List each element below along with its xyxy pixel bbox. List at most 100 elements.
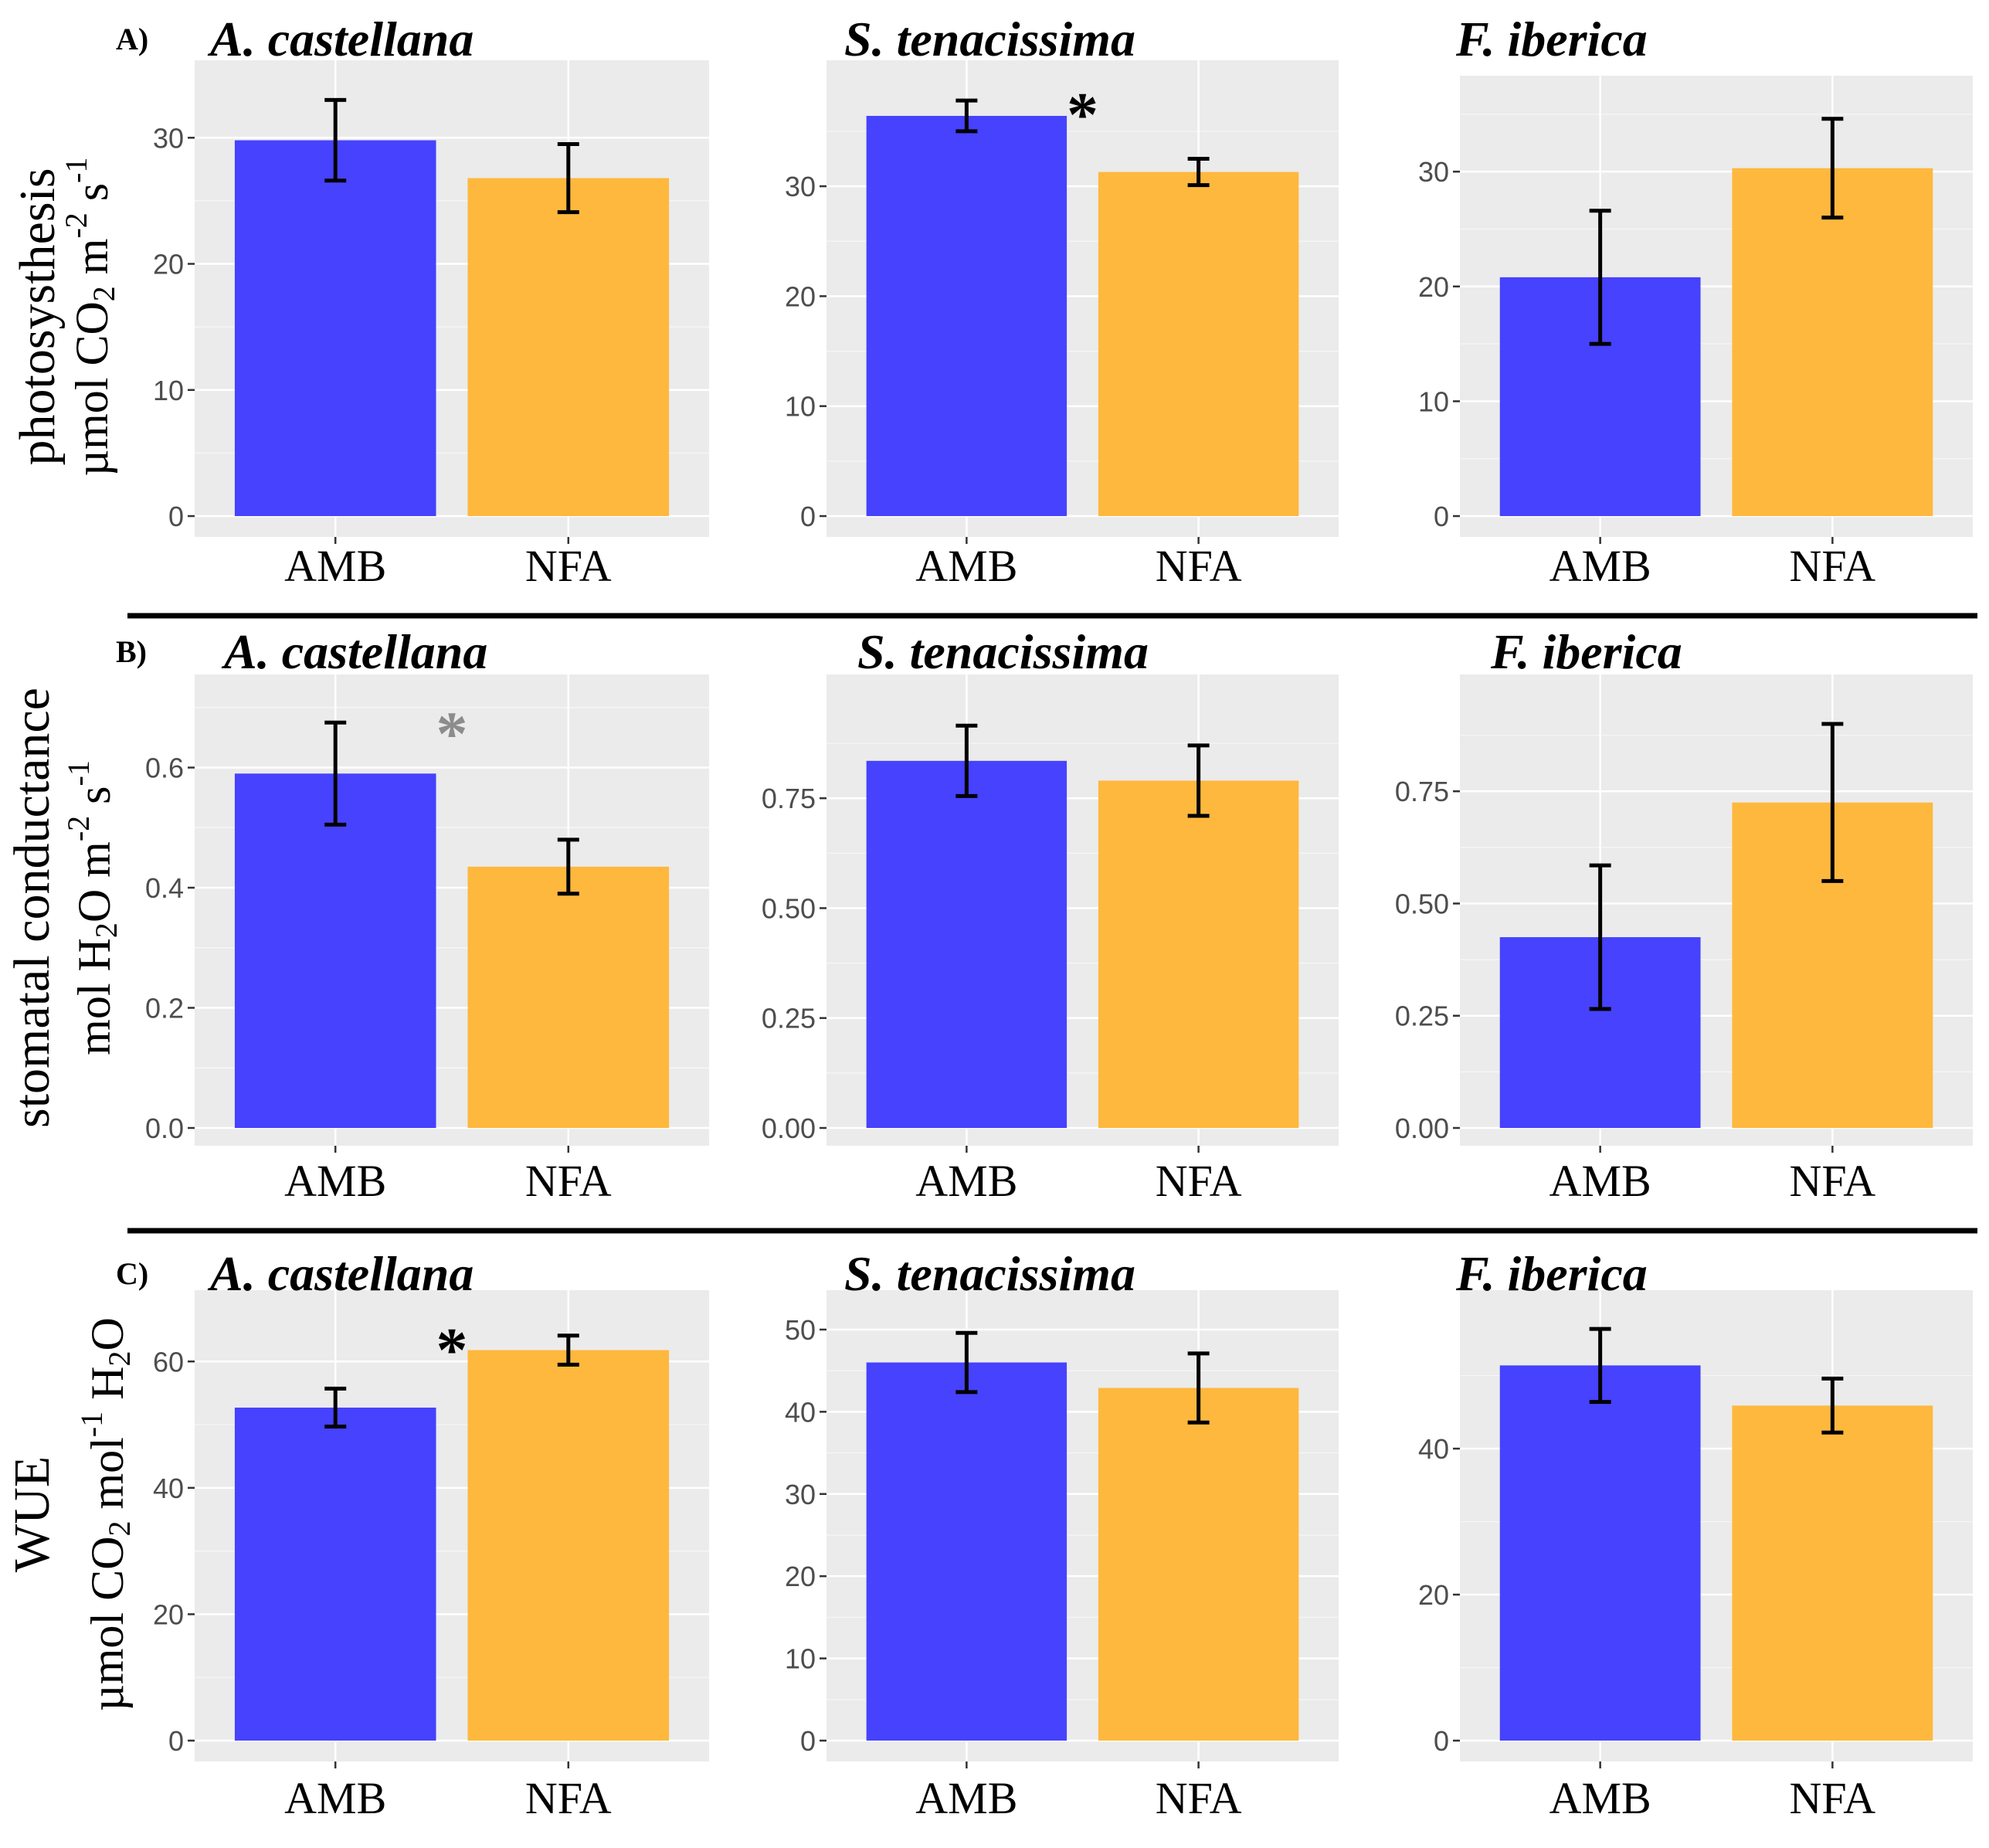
y-tick-label: 0.50	[762, 892, 816, 924]
y-tick-label: 0	[168, 1725, 184, 1757]
y-tick-label: 0.6	[145, 752, 184, 784]
panels: 0 10 20 30 AMB NFA A. castellana 0 10 20 30 AMB NFA *…	[145, 12, 1973, 1823]
y-tick-label: 60	[153, 1346, 184, 1378]
x-category-label: NFA	[1156, 1156, 1242, 1206]
y-tick-label: 30	[153, 122, 184, 154]
y-tick-label: 0.50	[1395, 888, 1449, 919]
bar-nfa	[1098, 172, 1299, 517]
y-axis-label-line2: mol H2O m-2 s-1	[61, 760, 124, 1055]
chart-panel: 0.0 0.2 0.4 0.6 AMB NFA * A. castellana	[145, 624, 709, 1206]
significance-asterisk: *	[1067, 80, 1098, 150]
bar-amb	[234, 1407, 436, 1741]
bar-amb	[234, 140, 436, 516]
x-category-label: NFA	[525, 1156, 612, 1206]
y-axis-label-part: -1	[74, 1411, 109, 1437]
y-axis-label-part: -2	[61, 816, 96, 841]
x-category-label: AMB	[1549, 541, 1651, 591]
y-axis-label-part: O m	[69, 841, 120, 922]
chart-panel: 0 20 40 60 AMB NFA * A. castellana	[153, 1246, 709, 1823]
x-category-label: AMB	[1549, 1773, 1651, 1823]
y-axis-label-part: 2	[87, 286, 121, 301]
y-tick-label: 0	[1434, 1725, 1449, 1757]
y-axis-label-line2: µmol CO2 m-2 s-1	[59, 158, 121, 477]
y-tick-label: 40	[1418, 1433, 1449, 1465]
y-axis-label-part: 2	[102, 1351, 137, 1367]
chart-panel: 0.00 0.25 0.50 0.75 AMB NFA S. tenacissima	[762, 624, 1339, 1206]
x-category-label: AMB	[284, 541, 386, 591]
y-axis-label-part: mol	[82, 1437, 133, 1520]
y-tick-label: 30	[1418, 156, 1449, 188]
y-tick-label: 0.00	[1395, 1113, 1449, 1144]
panel-title: A. castellana	[221, 624, 487, 679]
bar-amb	[234, 773, 436, 1128]
bar-nfa	[467, 1350, 670, 1741]
panel-title: A. castellana	[207, 12, 473, 66]
bar-nfa	[1098, 780, 1299, 1128]
x-category-label: NFA	[1156, 1773, 1242, 1823]
chart-panel: 0 10 20 30 AMB NFA * S. tenacissima	[785, 12, 1339, 591]
y-tick-label: 20	[1418, 1579, 1449, 1611]
x-category-label: NFA	[1789, 1156, 1875, 1206]
y-tick-label: 30	[785, 171, 816, 202]
y-tick-label: 0	[1434, 501, 1449, 532]
x-category-label: AMB	[915, 1156, 1017, 1206]
bar-amb	[866, 1362, 1067, 1741]
panel-title: F. iberica	[1455, 12, 1648, 66]
y-axis-label-line1: stomatal conductance	[4, 688, 60, 1128]
y-tick-label: 0.4	[145, 872, 184, 904]
bar-nfa	[1732, 168, 1933, 517]
bar-amb	[866, 760, 1067, 1128]
x-category-label: NFA	[525, 541, 612, 591]
y-tick-label: 10	[785, 391, 816, 423]
chart-panel: 0 20 40 AMB NFA F. iberica	[1418, 1246, 1973, 1823]
y-axis-label-part: µmol CO	[82, 1537, 133, 1711]
y-tick-label: 0.0	[145, 1113, 184, 1144]
y-axis-label-line1: photosysthesis	[9, 168, 66, 465]
x-category-label: AMB	[915, 1773, 1017, 1823]
y-axis-label-part: s	[69, 786, 120, 815]
panel-title: S. tenacissima	[857, 624, 1149, 679]
y-tick-label: 0.75	[762, 783, 816, 814]
y-axis-label-part: -1	[61, 760, 96, 786]
bar-nfa	[1732, 1405, 1933, 1741]
x-category-label: NFA	[1789, 541, 1875, 591]
chart-panel: 0 10 20 30 AMB NFA F. iberica	[1418, 12, 1973, 591]
y-tick-label: 0.25	[762, 1003, 816, 1034]
bar-amb	[1499, 1365, 1701, 1741]
y-tick-label: 0	[800, 501, 816, 532]
y-tick-label: 0.2	[145, 993, 184, 1024]
y-axis-label-part: mol H	[69, 938, 120, 1055]
y-tick-label: 40	[785, 1396, 816, 1428]
y-tick-label: 20	[1418, 271, 1449, 303]
y-axis-label-part: µmol CO	[66, 301, 117, 476]
y-axis-label-line2: µmol CO2 mol-1 H2O	[74, 1317, 137, 1711]
y-tick-label: 20	[785, 280, 816, 312]
panel-title: S. tenacissima	[844, 12, 1135, 66]
significance-asterisk: *	[436, 1314, 468, 1384]
y-tick-label: 20	[153, 1598, 184, 1630]
chart-panel: 0 10 20 30 40 50 AMB NFA S. tenacissima	[785, 1246, 1339, 1823]
chart-panel: 0.00 0.25 0.50 0.75 AMB NFA F. iberica	[1395, 624, 1973, 1206]
panel-title: F. iberica	[1455, 1246, 1648, 1301]
y-axis-label-part: 2	[102, 1521, 137, 1537]
y-tick-label: 50	[785, 1314, 816, 1346]
y-tick-label: 0	[168, 501, 184, 532]
x-category-label: AMB	[284, 1156, 386, 1206]
y-axis-label-part: -1	[59, 158, 93, 183]
y-tick-label: 0.75	[1395, 776, 1449, 807]
x-category-label: NFA	[1156, 541, 1242, 591]
separators	[127, 613, 1977, 1234]
y-tick-label: 10	[1418, 386, 1449, 417]
y-tick-label: 10	[785, 1643, 816, 1675]
y-tick-label: 0.25	[1395, 1000, 1449, 1032]
x-category-label: AMB	[1549, 1156, 1651, 1206]
y-tick-label: 0	[800, 1725, 816, 1757]
bar-nfa	[467, 866, 670, 1128]
row-labels: A)photosysthesis µmol CO2 m-2 s-1B)stomat…	[4, 22, 148, 1711]
y-tick-label: 0.00	[762, 1113, 816, 1144]
bar-nfa	[467, 178, 670, 516]
y-tick-label: 30	[785, 1479, 816, 1510]
panel-title: F. iberica	[1490, 624, 1682, 679]
y-tick-label: 10	[153, 375, 184, 406]
